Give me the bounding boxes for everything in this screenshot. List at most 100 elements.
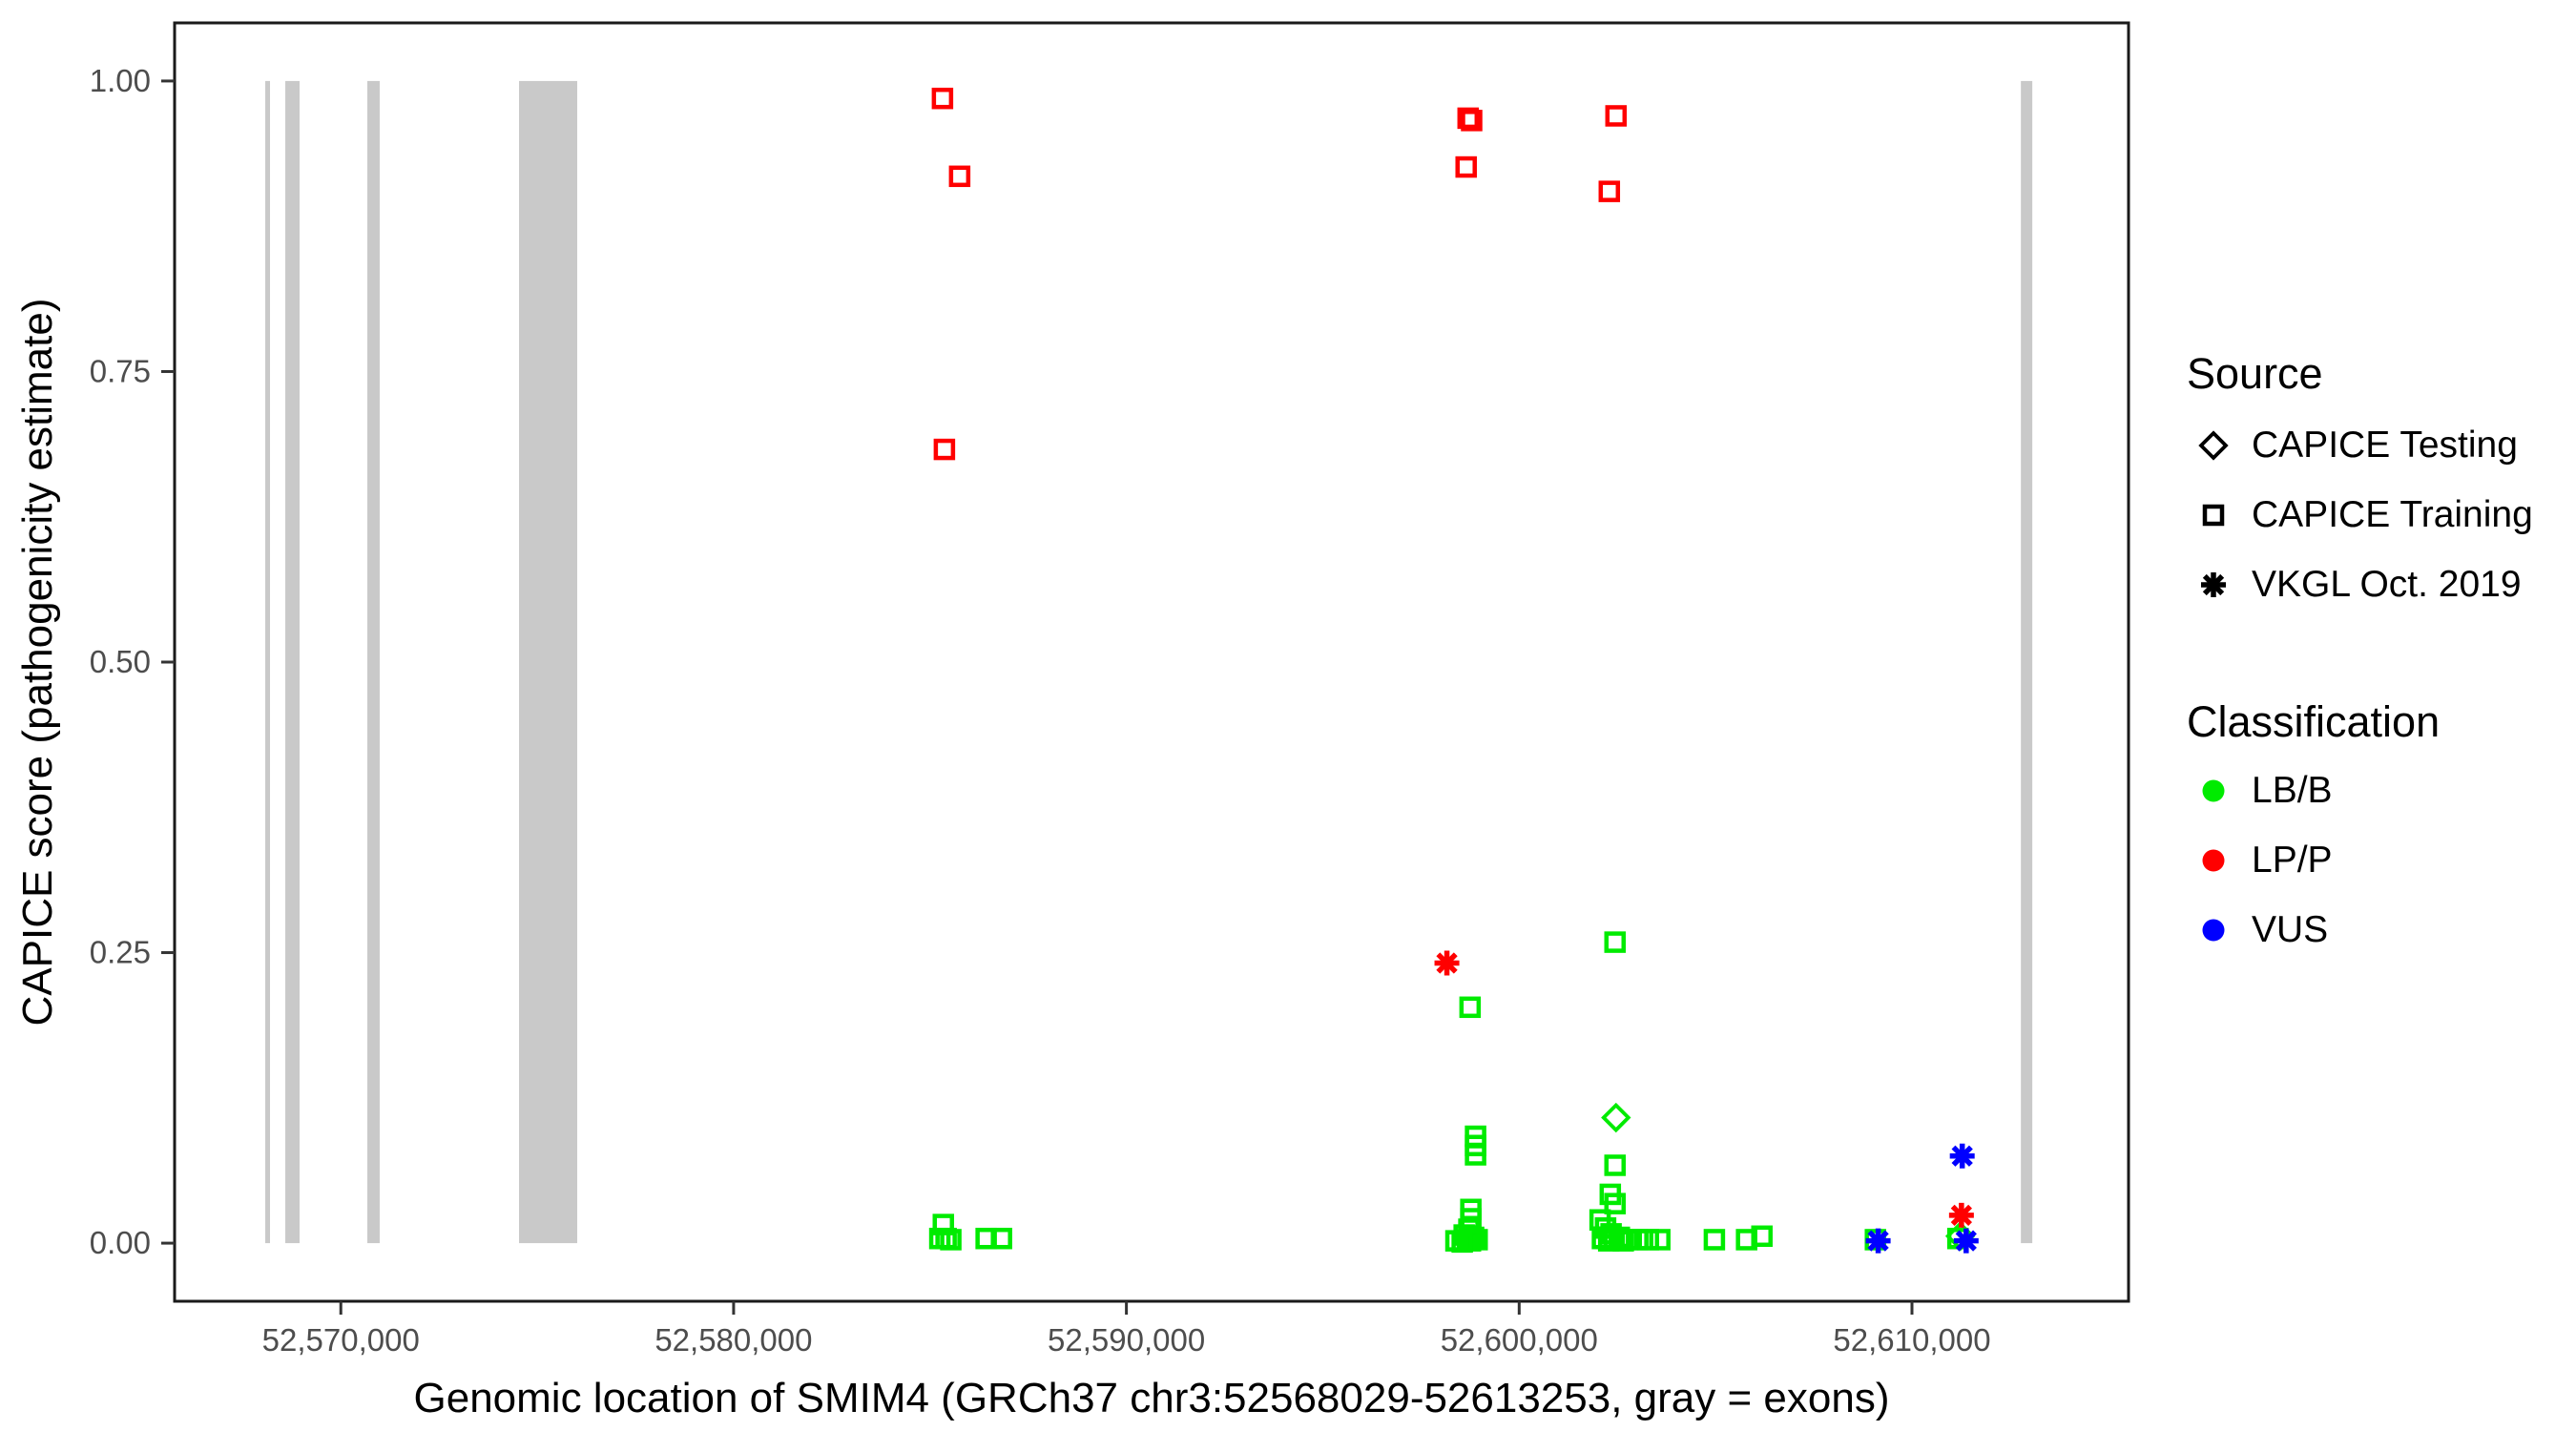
legend-item: CAPICE Training bbox=[2187, 480, 2568, 550]
square-marker bbox=[940, 1229, 962, 1251]
circle-icon bbox=[2187, 903, 2240, 957]
data-point bbox=[1457, 107, 1480, 130]
legend-classification-title: Classification bbox=[2187, 697, 2441, 746]
x-tick-label: 52,610,000 bbox=[1833, 1322, 1990, 1358]
asterisk-glyph-canvas bbox=[2201, 571, 2226, 597]
circle-marker bbox=[2202, 919, 2225, 941]
square-marker bbox=[1703, 1229, 1726, 1251]
square-marker bbox=[1751, 1225, 1773, 1248]
data-point bbox=[1455, 156, 1477, 178]
legend-item-label: LP/P bbox=[2252, 839, 2333, 881]
data-point bbox=[990, 1227, 1012, 1250]
data-point bbox=[1949, 1143, 1975, 1169]
circle-marker bbox=[2202, 779, 2225, 801]
circle-glyph-canvas bbox=[2202, 919, 2225, 941]
data-point bbox=[1649, 1229, 1671, 1251]
x-tick-label: 52,580,000 bbox=[654, 1322, 812, 1358]
square-marker bbox=[990, 1227, 1012, 1250]
legend-item-label: CAPICE Testing bbox=[2252, 424, 2518, 466]
data-point bbox=[1604, 1192, 1627, 1214]
data-point bbox=[1463, 1226, 1485, 1249]
y-tick-label: 1.00 bbox=[90, 63, 151, 98]
legend-item: LB/B bbox=[2187, 756, 2568, 825]
legend-group-source: Source CAPICE Testing CAPICE Training VKGL… bbox=[2187, 348, 2568, 619]
data-point bbox=[1953, 1228, 1979, 1254]
square-marker bbox=[1637, 1229, 1659, 1251]
y-tick-label: 0.75 bbox=[90, 353, 151, 388]
data-point bbox=[1703, 1229, 1726, 1251]
legend-item-label: VKGL Oct. 2019 bbox=[2252, 563, 2522, 605]
square-marker bbox=[1604, 1154, 1627, 1176]
exon-bar bbox=[265, 80, 270, 1244]
legend-item: VUS bbox=[2187, 895, 2568, 964]
circle-glyph-canvas bbox=[2202, 849, 2225, 871]
data-point bbox=[1466, 1229, 1488, 1251]
data-point bbox=[1451, 1231, 1473, 1254]
legend-source-title: Source bbox=[2187, 349, 2323, 398]
circle-glyph-canvas bbox=[2202, 779, 2225, 801]
diamond-marker bbox=[1601, 1102, 1631, 1133]
data-point bbox=[1434, 950, 1460, 976]
square-marker bbox=[1605, 105, 1628, 127]
x-tick-label: 52,570,000 bbox=[262, 1322, 420, 1358]
data-points bbox=[928, 87, 1979, 1254]
y-axis-title: CAPICE score (pathogenicity estimate) bbox=[14, 298, 61, 1027]
x-tick-label: 52,600,000 bbox=[1441, 1322, 1598, 1358]
square-glyph-canvas bbox=[2202, 504, 2225, 526]
square-marker bbox=[2202, 504, 2225, 526]
legend-item-label: CAPICE Training bbox=[2252, 493, 2533, 535]
data-point bbox=[1459, 996, 1482, 1019]
data-point bbox=[1637, 1229, 1659, 1251]
x-axis-title: Genomic location of SMIM4 (GRCh37 chr3:5… bbox=[413, 1375, 1890, 1421]
square-marker bbox=[933, 438, 956, 461]
data-point bbox=[933, 438, 956, 461]
asterisk-icon bbox=[2187, 558, 2240, 612]
data-point bbox=[1601, 1102, 1631, 1133]
square-marker bbox=[1598, 180, 1621, 202]
data-point bbox=[1461, 110, 1483, 132]
legend-item: LP/P bbox=[2187, 825, 2568, 895]
y-tick-label: 0.25 bbox=[90, 935, 151, 970]
panel-border bbox=[173, 21, 2130, 1303]
data-point bbox=[1604, 931, 1627, 953]
asterisk-marker bbox=[1955, 1230, 1977, 1252]
asterisk-marker bbox=[1436, 952, 1458, 974]
asterisk-marker bbox=[1951, 1145, 1973, 1167]
diamond-marker bbox=[2198, 429, 2229, 461]
x-tick-label: 52,590,000 bbox=[1048, 1322, 1205, 1358]
exon-bar bbox=[367, 80, 380, 1244]
legend: Source CAPICE Testing CAPICE Training VKGL… bbox=[2187, 348, 2568, 964]
square-marker bbox=[1465, 1144, 1486, 1166]
square-marker bbox=[1649, 1229, 1671, 1251]
circle-icon bbox=[2187, 834, 2240, 887]
legend-item-label: VUS bbox=[2252, 908, 2329, 950]
legend-item: CAPICE Testing bbox=[2187, 410, 2568, 480]
data-point bbox=[1465, 1144, 1486, 1166]
diamond-icon bbox=[2187, 419, 2240, 472]
legend-item-label: LB/B bbox=[2252, 769, 2333, 811]
y-tick-label: 0.00 bbox=[90, 1225, 151, 1260]
diamond-glyph-canvas bbox=[2198, 429, 2229, 461]
legend-group-classification: Classification LB/B LP/P VUS bbox=[2187, 696, 2568, 964]
square-marker bbox=[1451, 1231, 1473, 1254]
data-point bbox=[931, 87, 954, 110]
data-point bbox=[1948, 1202, 1974, 1228]
asterisk-marker bbox=[1950, 1204, 1973, 1226]
asterisk-marker bbox=[2202, 573, 2225, 595]
data-point bbox=[1751, 1225, 1773, 1248]
square-icon bbox=[2187, 488, 2240, 542]
y-tick-label: 0.50 bbox=[90, 644, 151, 679]
data-point bbox=[1865, 1228, 1891, 1254]
data-point bbox=[1605, 105, 1628, 127]
legend-classification-items: LB/B LP/P VUS bbox=[2187, 756, 2568, 964]
square-marker bbox=[1455, 156, 1477, 178]
square-marker bbox=[931, 87, 954, 110]
square-marker bbox=[1457, 107, 1480, 130]
exon-bar bbox=[519, 80, 578, 1244]
square-marker bbox=[1604, 931, 1627, 953]
data-point bbox=[940, 1229, 962, 1251]
data-point bbox=[1598, 180, 1621, 202]
square-marker bbox=[1461, 110, 1483, 132]
exon-bar bbox=[285, 80, 301, 1244]
